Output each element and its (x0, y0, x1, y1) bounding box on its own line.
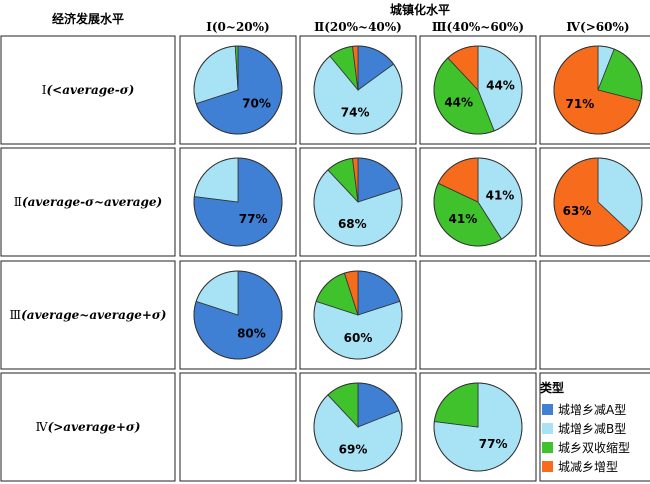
slice-label: 70% (242, 96, 271, 110)
legend-title: 类型 (540, 380, 564, 395)
slice-label: 80% (237, 327, 266, 341)
grid-cell (299, 147, 417, 257)
slice-label: 63% (563, 204, 592, 218)
grid-cell (179, 260, 297, 370)
slice-label: 44% (444, 95, 473, 109)
grid-cell (299, 260, 417, 370)
pie-outline (553, 45, 643, 135)
slice-label: 68% (338, 217, 367, 231)
pie-chart: 41% 41% (433, 157, 523, 247)
legend-swatch (542, 442, 553, 453)
pie-outline (313, 45, 403, 135)
slice-label: 77% (239, 212, 268, 226)
pie-chart: 44% 44% (433, 45, 523, 135)
grid-cell (419, 35, 537, 145)
chart-title: 城镇化水平 (390, 2, 450, 17)
slice-label: 74% (341, 106, 370, 120)
pie-outline (193, 157, 283, 247)
slice-label: 69% (339, 442, 368, 456)
column-header: Ⅰ(0~20%) (206, 20, 269, 34)
grid-cell (179, 35, 297, 145)
pie-chart: 60% (313, 270, 403, 360)
grid-cell (299, 35, 417, 145)
legend-entry: 城增乡减A型 (558, 403, 626, 417)
slice-label: 71% (566, 97, 595, 111)
pie-outline (193, 270, 283, 360)
pie-chart: 69% (313, 382, 403, 472)
row-header-cell (0, 372, 176, 482)
grid-cell (539, 35, 650, 145)
pie-chart: 74% (313, 45, 403, 135)
row-header: Ⅲ(average~average+σ) (10, 308, 167, 322)
row-header-cell (0, 147, 176, 257)
slice-label: 60% (344, 331, 373, 345)
grid-cell (419, 372, 537, 482)
grid-cell (539, 147, 650, 257)
slice-label: 77% (479, 437, 508, 451)
row-header: Ⅱ(average-σ~average) (14, 195, 162, 209)
pie-chart: 77% (193, 157, 283, 247)
pie-chart: 68% (313, 157, 403, 247)
pie-chart: 80% (193, 270, 283, 360)
legend-entry: 城减乡增型 (558, 460, 618, 474)
legend-swatch (542, 423, 553, 434)
pie-slice (193, 157, 239, 203)
slice-label: 41% (486, 189, 515, 203)
pie-outline (313, 157, 403, 247)
grid-cell (419, 147, 537, 257)
column-header: Ⅲ(40%~60%) (432, 20, 524, 34)
grid-cell (419, 260, 537, 370)
pie-outline (433, 157, 523, 247)
table-grid (0, 35, 650, 482)
grid-cell (179, 147, 297, 257)
pie-chart: 71% (553, 45, 643, 135)
grid-cell (539, 372, 650, 482)
row-header: Ⅰ(<average-σ) (42, 83, 135, 97)
row-header: Ⅳ(>average+σ) (36, 420, 141, 434)
legend-entry: 城增乡减B型 (558, 422, 626, 436)
row-axis-label: 经济发展水平 (52, 11, 124, 26)
slice-label: 44% (486, 79, 515, 93)
pie-outline (313, 382, 403, 472)
column-header: Ⅱ(20%~40%) (314, 20, 402, 34)
pie-outline (193, 45, 283, 135)
pie-chart: 70% (193, 45, 283, 135)
legend-swatch (542, 404, 553, 415)
column-header: Ⅳ(>60%) (566, 20, 629, 34)
pie-chart: 63% (553, 157, 643, 247)
pie-outline (553, 157, 643, 247)
pie-outline (433, 382, 523, 472)
pie-chart: 77% (433, 382, 523, 472)
pie-cells: 70% 74% 44% 44% 71% 77% 68% 41% 41% 63% 80% 60% 69% 7… (193, 45, 643, 472)
row-header-cell (0, 35, 176, 145)
grid-cell (299, 372, 417, 482)
pie-outline (433, 45, 523, 135)
row-headers: Ⅰ(<average-σ) Ⅱ(average-σ~average) Ⅲ(avera… (10, 83, 167, 434)
legend-entry: 城乡双收缩型 (558, 440, 630, 455)
pie-outline (313, 270, 403, 360)
grid-cell (179, 372, 297, 482)
pie-slice (433, 382, 479, 428)
row-header-cell (0, 260, 176, 370)
column-headers: Ⅰ(0~20%) Ⅱ(20%~40%) Ⅲ(40%~60%) Ⅳ(>60%) (206, 20, 629, 34)
legend-swatch (542, 461, 553, 472)
grid-cell (539, 260, 650, 370)
slice-label: 41% (449, 212, 478, 226)
